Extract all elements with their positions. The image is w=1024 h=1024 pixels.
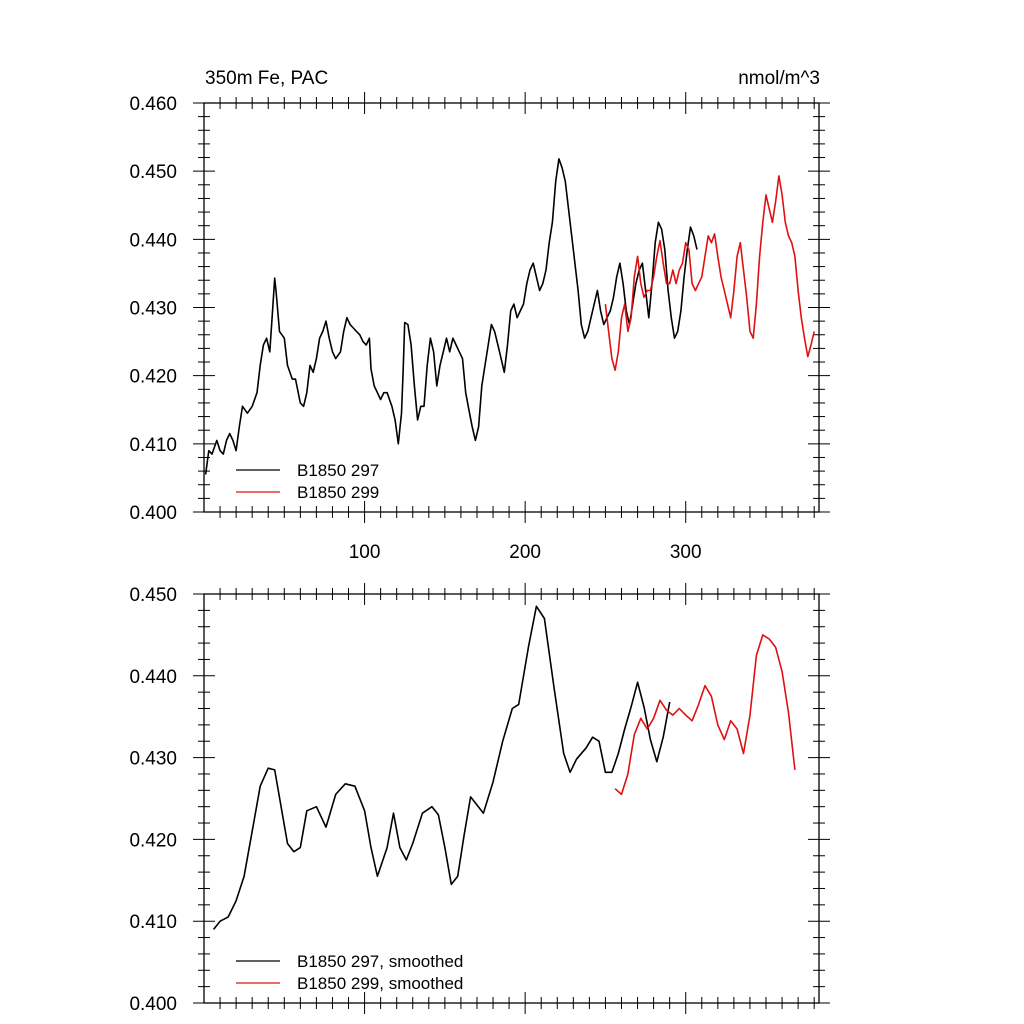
legend-label-297-smoothed: B1850 297, smoothed — [297, 952, 463, 971]
y-tick-label: 0.420 — [129, 367, 177, 388]
x-tick-label: 100 — [349, 542, 381, 563]
legend-label-297: B1850 297 — [297, 461, 379, 480]
y-tick-label: 0.410 — [129, 435, 177, 456]
bottom-plot-frame — [203, 593, 820, 1004]
top-legend: B1850 297 B1850 299 — [236, 461, 379, 502]
y-tick-label: 0.400 — [129, 503, 177, 524]
top-panel-series — [204, 158, 815, 475]
y-tick-label: 0.440 — [129, 667, 177, 688]
legend-label-299: B1850 299 — [297, 483, 379, 502]
top-plot-frame — [203, 102, 820, 513]
x-tick-label: 200 — [509, 542, 541, 563]
y-tick-label: 0.430 — [129, 749, 177, 770]
y-tick-label: 0.430 — [129, 299, 177, 320]
series-line-b1850-297 — [204, 158, 698, 475]
x-tick-label: 300 — [670, 542, 702, 563]
y-tick-label: 0.450 — [129, 162, 177, 183]
y-tick-label: 0.440 — [129, 230, 177, 251]
series-line-b1850-299-smoothed — [614, 634, 796, 796]
bottom-panel-ticks: 0.400 0.410 0.420 0.430 0.440 0.450 — [129, 583, 830, 1015]
bottom-legend: B1850 297, smoothed B1850 299, smoothed — [236, 952, 463, 993]
y-tick-label: 0.420 — [129, 830, 177, 851]
y-tick-label: 0.460 — [129, 94, 177, 115]
top-panel-ticks: 0.400 0.410 0.420 0.430 0.440 0.450 0.460 100 20… — [129, 92, 830, 563]
plot-title: 350m Fe, PAC — [205, 68, 328, 89]
bottom-panel-series — [212, 605, 796, 930]
y-tick-label: 0.410 — [129, 912, 177, 933]
y-tick-label: 0.450 — [129, 585, 177, 606]
series-line-b1850-297-smoothed — [212, 605, 671, 930]
y-tick-label: 0.400 — [129, 994, 177, 1015]
units-label: nmol/m^3 — [738, 68, 820, 89]
raw-timeseries-panel: 0.400 0.410 0.420 0.430 0.440 0.450 0.460 100 20… — [129, 92, 830, 563]
smoothed-timeseries-panel: 0.400 0.410 0.420 0.430 0.440 0.450 B1850 297… — [129, 583, 830, 1015]
legend-label-299-smoothed: B1850 299, smoothed — [297, 974, 463, 993]
series-line-b1850-299 — [604, 175, 815, 371]
